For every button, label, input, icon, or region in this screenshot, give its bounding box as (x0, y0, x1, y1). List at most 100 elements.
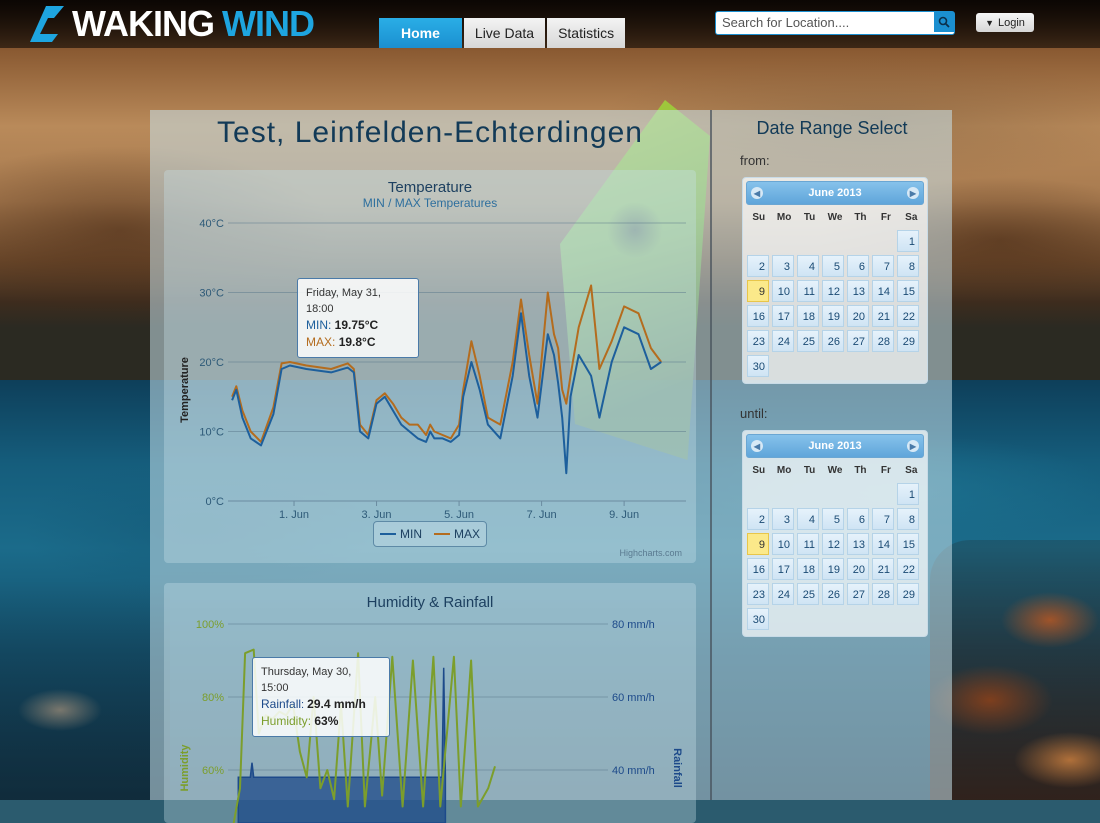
humidity-chart-title: Humidity & Rainfall (367, 594, 494, 611)
calendar-empty-cell (822, 483, 844, 505)
calendar-day-13[interactable]: 13 (847, 280, 869, 302)
calendar-day-21[interactable]: 21 (872, 305, 894, 327)
date-range-column: Date Range Select from: ◀ June 2013 ▶ Su… (712, 110, 952, 800)
calendar-day-21[interactable]: 21 (872, 558, 894, 580)
calendar-day-3[interactable]: 3 (772, 508, 794, 530)
prev-month-icon[interactable]: ◀ (751, 187, 763, 199)
calendar-day-26[interactable]: 26 (822, 330, 844, 352)
calendar-day-14[interactable]: 14 (872, 533, 894, 555)
calendar-day-26[interactable]: 26 (822, 583, 844, 605)
calendar-header: ◀ June 2013 ▶ (746, 181, 924, 205)
calendar-day-4[interactable]: 4 (797, 508, 819, 530)
calendar-day-20[interactable]: 20 (847, 305, 869, 327)
calendar-day-13[interactable]: 13 (847, 533, 869, 555)
x-tick-label: 1. Jun (279, 509, 309, 521)
calendar-day-29[interactable]: 29 (897, 583, 919, 605)
weekday-we: We (827, 465, 843, 476)
calendar-day-2[interactable]: 2 (747, 508, 769, 530)
calendar-day-5[interactable]: 5 (822, 255, 844, 277)
nav-statistics[interactable]: Statistics (547, 18, 626, 48)
calendar-day-16[interactable]: 16 (747, 305, 769, 327)
weekday-sa: Sa (905, 212, 918, 223)
calendar-day-25[interactable]: 25 (797, 583, 819, 605)
calendar-day-28[interactable]: 28 (872, 330, 894, 352)
y-tick-label: 10°C (199, 427, 224, 439)
calendar-day-25[interactable]: 25 (797, 330, 819, 352)
calendar-day-10[interactable]: 10 (772, 280, 794, 302)
tooltip-min-value: 19.75°C (334, 318, 379, 332)
calendar-day-12[interactable]: 12 (822, 280, 844, 302)
calendar-day-6[interactable]: 6 (847, 508, 869, 530)
calendar-day-10[interactable]: 10 (772, 533, 794, 555)
calendar-day-19[interactable]: 19 (822, 558, 844, 580)
nav-home[interactable]: Home (379, 18, 462, 48)
highcharts-credit[interactable]: Highcharts.com (619, 548, 682, 558)
calendar-empty-cell (747, 230, 769, 252)
main-panel: Test, Leinfelden-Echterdingen Temperatur… (150, 110, 952, 823)
y-tick-label: 80% (202, 692, 224, 704)
calendar-day-23[interactable]: 23 (747, 583, 769, 605)
calendar-day-2[interactable]: 2 (747, 255, 769, 277)
calendar-day-8[interactable]: 8 (897, 508, 919, 530)
y2-tick-label: 40 mm/h (612, 765, 655, 777)
search-input[interactable] (716, 12, 934, 32)
series-line-min (231, 312, 662, 475)
login-button[interactable]: ▼ Login (976, 13, 1034, 32)
calendar-day-15[interactable]: 15 (897, 280, 919, 302)
temperature-chart-subtitle: MIN / MAX Temperatures (363, 196, 497, 210)
calendar-day-11[interactable]: 11 (797, 533, 819, 555)
calendar-day-15[interactable]: 15 (897, 533, 919, 555)
next-month-icon[interactable]: ▶ (906, 440, 919, 452)
calendar-day-18[interactable]: 18 (797, 305, 819, 327)
rainfall-y-axis-label: Rainfall (671, 748, 683, 788)
next-month-icon[interactable]: ▶ (906, 187, 919, 199)
nav-live-data[interactable]: Live Data (463, 18, 546, 48)
calendar-day-6[interactable]: 6 (847, 255, 869, 277)
search-button[interactable] (934, 12, 954, 32)
calendar-day-11[interactable]: 11 (797, 280, 819, 302)
calendar-day-9[interactable]: 9 (747, 533, 769, 555)
calendar-day-3[interactable]: 3 (772, 255, 794, 277)
date-range-title: Date Range Select (756, 118, 908, 138)
calendar-day-27[interactable]: 27 (847, 330, 869, 352)
calendar-day-8[interactable]: 8 (897, 255, 919, 277)
calendar-day-7[interactable]: 7 (872, 508, 894, 530)
calendar-day-24[interactable]: 24 (772, 583, 794, 605)
temperature-chart-svg: Temperature MIN / MAX Temperatures Tempe… (179, 179, 686, 521)
from-label: from: (740, 153, 770, 168)
y-tick-label: 60% (202, 765, 224, 777)
calendar-day-30[interactable]: 30 (747, 608, 769, 630)
calendar-day-20[interactable]: 20 (847, 558, 869, 580)
calendar-day-12[interactable]: 12 (822, 533, 844, 555)
prev-month-icon[interactable]: ◀ (751, 440, 763, 452)
calendar-day-22[interactable]: 22 (897, 305, 919, 327)
tooltip-date: Friday, May 31, 18:00 (306, 287, 381, 315)
calendar-day-17[interactable]: 17 (772, 305, 794, 327)
calendar-day-23[interactable]: 23 (747, 330, 769, 352)
calendar-day-30[interactable]: 30 (747, 355, 769, 377)
calendar-day-5[interactable]: 5 (822, 508, 844, 530)
calendar-day-28[interactable]: 28 (872, 583, 894, 605)
calendar-day-16[interactable]: 16 (747, 558, 769, 580)
calendar-day-22[interactable]: 22 (897, 558, 919, 580)
calendar-day-17[interactable]: 17 (772, 558, 794, 580)
calendar-day-9[interactable]: 9 (747, 280, 769, 302)
brand-logo[interactable]: WAKING WIND (28, 3, 315, 44)
legend-min-swatch (379, 533, 396, 535)
calendar-day-1[interactable]: 1 (897, 230, 919, 252)
calendar-day-29[interactable]: 29 (897, 330, 919, 352)
weekday-su: Su (752, 465, 766, 476)
calendar-day-19[interactable]: 19 (822, 305, 844, 327)
calendar-day-18[interactable]: 18 (797, 558, 819, 580)
top-header: WAKING WIND Home Live Data Statistics ▼ … (0, 0, 1100, 48)
calendar-day-27[interactable]: 27 (847, 583, 869, 605)
location-title: Test, Leinfelden-Echterdingen (217, 116, 643, 149)
legend-item-max[interactable]: MAX (433, 527, 480, 541)
legend-item-min[interactable]: MIN (379, 527, 422, 541)
calendar-day-7[interactable]: 7 (872, 255, 894, 277)
calendar-day-14[interactable]: 14 (872, 280, 894, 302)
calendar-day-24[interactable]: 24 (772, 330, 794, 352)
calendar-day-4[interactable]: 4 (797, 255, 819, 277)
weekday-mo: Mo (776, 212, 792, 223)
calendar-day-1[interactable]: 1 (897, 483, 919, 505)
